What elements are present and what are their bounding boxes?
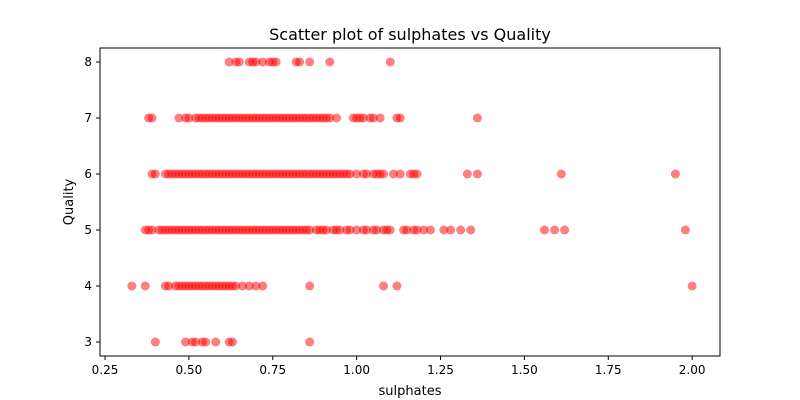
data-point <box>425 225 435 235</box>
data-point <box>456 225 466 235</box>
data-point <box>687 281 697 291</box>
data-point <box>540 225 550 235</box>
data-point <box>127 281 137 291</box>
data-point <box>251 281 261 291</box>
data-point <box>258 57 268 67</box>
data-point <box>271 57 281 67</box>
data-point <box>439 225 449 235</box>
data-point <box>231 281 241 291</box>
data-point <box>345 169 355 179</box>
data-point <box>395 113 405 123</box>
x-axis-label: sulphates <box>379 384 442 399</box>
y-axis-ticks: 3 4 5 6 7 8 <box>84 55 100 349</box>
data-point <box>325 57 335 67</box>
y-tick-label: 8 <box>84 55 92 69</box>
data-point <box>305 225 315 235</box>
data-point <box>147 113 157 123</box>
data-point <box>191 337 201 347</box>
data-point <box>419 225 429 235</box>
x-axis-ticks: 0.25 0.50 0.75 1.00 1.25 1.50 1.75 2.00 <box>92 356 706 377</box>
y-tick-label: 3 <box>84 335 92 349</box>
data-point <box>680 225 690 235</box>
data-point <box>352 169 362 179</box>
data-point <box>472 169 482 179</box>
y-tick-label: 5 <box>84 223 92 237</box>
data-point <box>362 225 372 235</box>
x-tick-label: 1.50 <box>511 363 538 377</box>
plot-area-frame <box>99 47 721 357</box>
data-point <box>345 225 355 235</box>
data-point <box>140 281 150 291</box>
x-tick-label: 0.25 <box>92 363 119 377</box>
data-point <box>150 337 160 347</box>
data-point <box>147 225 157 235</box>
data-point <box>305 281 315 291</box>
data-point <box>379 281 388 291</box>
data-point <box>446 225 456 235</box>
data-point <box>670 169 680 179</box>
data-point <box>375 113 385 123</box>
data-point <box>258 281 268 291</box>
data-point <box>385 225 395 235</box>
data-point <box>560 225 570 235</box>
data-point <box>164 281 174 291</box>
data-point <box>234 57 244 67</box>
data-point <box>238 281 248 291</box>
y-tick-label: 4 <box>84 279 92 293</box>
data-point <box>224 57 234 67</box>
y-tick-label: 6 <box>84 167 92 181</box>
data-point <box>550 225 560 235</box>
data-point <box>244 281 254 291</box>
data-point <box>335 225 345 235</box>
data-point <box>352 225 362 235</box>
data-point <box>462 169 472 179</box>
points-layer <box>127 57 697 347</box>
data-point <box>305 57 315 67</box>
data-point <box>362 169 372 179</box>
data-point <box>211 337 221 347</box>
data-point <box>556 169 566 179</box>
data-point <box>368 113 378 123</box>
x-tick-label: 0.50 <box>176 363 203 377</box>
y-tick-label: 7 <box>84 111 92 125</box>
data-point <box>251 57 261 67</box>
chart-title: Scatter plot of sulphates vs Quality <box>269 25 551 44</box>
data-point <box>372 225 382 235</box>
data-point <box>150 169 160 179</box>
x-tick-label: 1.00 <box>343 363 370 377</box>
data-point <box>174 113 184 123</box>
data-point <box>305 337 315 347</box>
data-point <box>389 169 399 179</box>
data-point <box>412 225 422 235</box>
data-point <box>395 169 405 179</box>
data-point <box>385 57 395 67</box>
y-axis-label: Quality <box>62 178 77 225</box>
data-point <box>472 113 482 123</box>
data-point <box>379 169 388 179</box>
data-point <box>201 337 211 347</box>
x-tick-label: 2.00 <box>679 363 706 377</box>
data-point <box>321 225 331 235</box>
data-point <box>325 113 335 123</box>
data-point <box>358 113 368 123</box>
x-tick-label: 0.75 <box>259 363 286 377</box>
x-tick-label: 1.25 <box>427 363 454 377</box>
data-point <box>184 113 194 123</box>
data-point <box>392 281 402 291</box>
data-point <box>295 57 305 67</box>
data-point <box>181 337 191 347</box>
data-point <box>332 113 342 123</box>
data-point <box>412 169 422 179</box>
data-point <box>228 337 238 347</box>
data-point <box>402 225 412 235</box>
data-point <box>466 225 476 235</box>
x-tick-label: 1.75 <box>595 363 622 377</box>
